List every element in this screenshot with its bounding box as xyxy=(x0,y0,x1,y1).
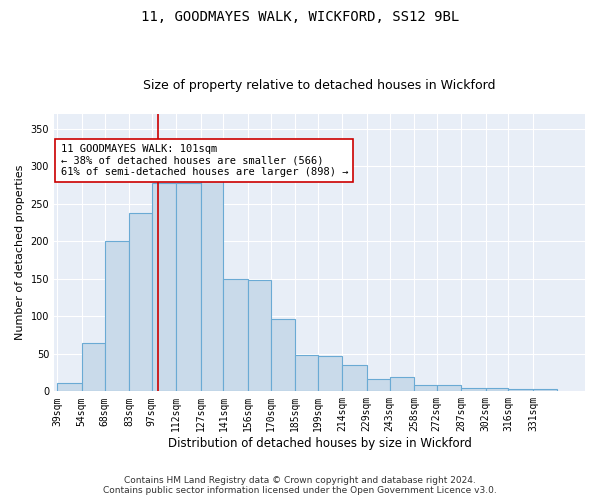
Bar xyxy=(533,389,557,392)
Bar xyxy=(57,383,82,392)
Bar xyxy=(485,388,508,392)
Bar xyxy=(318,356,343,392)
Bar xyxy=(223,279,248,392)
Text: 11 GOODMAYES WALK: 101sqm
← 38% of detached houses are smaller (566)
61% of semi: 11 GOODMAYES WALK: 101sqm ← 38% of detac… xyxy=(61,144,348,177)
Bar xyxy=(508,389,533,392)
Bar xyxy=(271,318,295,392)
Bar xyxy=(200,172,223,392)
X-axis label: Distribution of detached houses by size in Wickford: Distribution of detached houses by size … xyxy=(167,437,472,450)
Bar xyxy=(176,183,200,392)
Text: 11, GOODMAYES WALK, WICKFORD, SS12 9BL: 11, GOODMAYES WALK, WICKFORD, SS12 9BL xyxy=(141,10,459,24)
Y-axis label: Number of detached properties: Number of detached properties xyxy=(15,165,25,340)
Bar xyxy=(389,377,414,392)
Bar xyxy=(295,356,318,392)
Bar xyxy=(129,213,152,392)
Title: Size of property relative to detached houses in Wickford: Size of property relative to detached ho… xyxy=(143,79,496,92)
Bar xyxy=(82,344,104,392)
Bar xyxy=(343,365,367,392)
Bar xyxy=(152,183,176,392)
Text: Contains HM Land Registry data © Crown copyright and database right 2024.
Contai: Contains HM Land Registry data © Crown c… xyxy=(103,476,497,495)
Bar xyxy=(248,280,271,392)
Bar xyxy=(414,386,437,392)
Bar xyxy=(367,378,389,392)
Bar xyxy=(461,388,485,392)
Bar xyxy=(437,386,461,392)
Bar xyxy=(104,242,129,392)
